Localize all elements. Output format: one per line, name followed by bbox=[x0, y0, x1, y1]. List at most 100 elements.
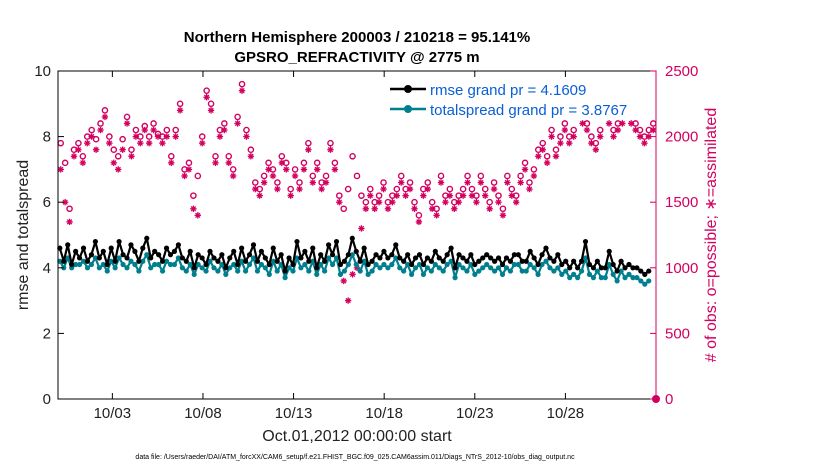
obs-possible-point bbox=[313, 159, 321, 167]
obs-assimilated-point bbox=[619, 120, 626, 127]
rmse-point bbox=[436, 255, 442, 261]
obs-assimilated-point bbox=[468, 192, 476, 199]
totalspread-point bbox=[602, 275, 608, 281]
rmse-point bbox=[302, 248, 308, 254]
obs-assimilated-point bbox=[557, 139, 564, 147]
totalspread-point bbox=[511, 261, 517, 268]
y-left-tick-label: 2 bbox=[43, 325, 51, 342]
totalspread-point bbox=[302, 261, 308, 268]
totalspread-point bbox=[274, 268, 280, 274]
obs-possible-point bbox=[530, 166, 538, 173]
totalspread-point bbox=[80, 258, 87, 264]
totalspread-point bbox=[167, 261, 174, 268]
rmse-point bbox=[250, 242, 257, 248]
y-right-tick-label: 2000 bbox=[665, 129, 698, 146]
totalspread-point bbox=[175, 255, 181, 261]
obs-assimilated-point bbox=[70, 153, 78, 160]
rmse-point bbox=[322, 258, 328, 264]
obs-assimilated-point bbox=[380, 185, 387, 193]
totalspread-point bbox=[369, 268, 375, 274]
totalspread-point bbox=[630, 275, 636, 281]
rmse-point bbox=[365, 261, 371, 268]
totalspread-point bbox=[575, 275, 581, 281]
rmse-point bbox=[156, 252, 162, 258]
rmse-point bbox=[476, 258, 482, 264]
x-axis: 10/03 10/08 10/13 10/18 10/23 10/28 bbox=[94, 71, 584, 422]
obs-assimilated-point bbox=[57, 166, 64, 173]
obs-possible-point bbox=[274, 179, 281, 186]
totalspread-point bbox=[179, 265, 185, 271]
obs-assimilated-point bbox=[530, 172, 538, 180]
obs-assimilated-point bbox=[229, 172, 237, 180]
rmse-point bbox=[480, 255, 486, 261]
rmse-point bbox=[187, 248, 193, 254]
rmse-point bbox=[278, 252, 284, 258]
obs-assimilated-point bbox=[269, 172, 277, 180]
rmse-point bbox=[124, 255, 130, 261]
rmse-point bbox=[456, 252, 462, 258]
rmse-point bbox=[642, 271, 648, 277]
totalspread-point bbox=[484, 261, 490, 268]
rmse-point bbox=[191, 265, 197, 271]
totalspread-point bbox=[642, 281, 648, 287]
obs-possible-point bbox=[123, 113, 131, 121]
rmse-point bbox=[333, 238, 340, 245]
rmse-point bbox=[349, 235, 355, 241]
rmse-point bbox=[460, 255, 466, 261]
y-left-tick-label: 10 bbox=[34, 63, 51, 80]
rmse-point bbox=[286, 255, 292, 261]
rmse-point bbox=[523, 258, 529, 264]
obs-possible-point bbox=[428, 198, 436, 206]
obs-assimilated-point bbox=[406, 185, 414, 193]
obs-possible-point bbox=[221, 120, 228, 127]
totalspread-point bbox=[638, 278, 644, 284]
x-tick-label: 10/18 bbox=[365, 405, 403, 422]
rmse-point bbox=[563, 258, 569, 264]
obs-possible-point bbox=[128, 146, 135, 154]
legend-spread-label: totalspread grand pr = 3.8767 bbox=[430, 102, 627, 119]
obs-possible-point bbox=[57, 139, 65, 147]
y-right-tick-label: 2500 bbox=[665, 63, 698, 80]
obs-possible-point bbox=[172, 126, 179, 134]
obs-possible-point bbox=[163, 126, 171, 134]
rmse-point bbox=[235, 261, 241, 268]
rmse-point bbox=[76, 255, 83, 261]
obs-assimilated-point bbox=[495, 199, 502, 206]
obs-possible-point bbox=[322, 172, 330, 180]
rmse-point bbox=[65, 242, 71, 248]
obs-assimilated-point bbox=[539, 146, 546, 153]
obs-assimilated-point bbox=[641, 139, 648, 147]
obs-possible-point bbox=[278, 152, 286, 160]
legend-spread-marker bbox=[404, 105, 412, 113]
obs-possible-point bbox=[225, 152, 233, 160]
totalspread-point bbox=[199, 265, 205, 271]
obs-possible-point bbox=[499, 205, 507, 213]
obs-possible-point bbox=[207, 100, 215, 108]
obs-possible-point bbox=[167, 152, 175, 160]
rmse-point bbox=[163, 245, 170, 251]
totalspread-point bbox=[306, 268, 312, 274]
totalspread-point bbox=[401, 268, 407, 274]
totalspread-point bbox=[349, 252, 355, 258]
rmse-point bbox=[223, 265, 229, 271]
obs-assimilated-point bbox=[512, 199, 520, 206]
totalspread-point bbox=[211, 265, 217, 271]
obs-assimilated-point bbox=[451, 205, 458, 212]
rmse-point bbox=[175, 242, 181, 248]
totalspread-point bbox=[183, 268, 189, 274]
obs-assimilated-point bbox=[340, 277, 347, 285]
rmse-point bbox=[543, 245, 549, 251]
obs-assimilated-point bbox=[176, 107, 184, 114]
obs-possible-point bbox=[119, 135, 126, 143]
totalspread-point bbox=[108, 258, 114, 264]
totalspread-point bbox=[559, 271, 565, 277]
totalspread-point bbox=[503, 265, 510, 271]
obs-possible-point bbox=[101, 107, 109, 114]
y-left-tick-label: 4 bbox=[43, 260, 51, 277]
obs-assimilated-point bbox=[203, 94, 210, 101]
obs-assimilated-point bbox=[482, 192, 489, 199]
rmse-point bbox=[219, 252, 225, 258]
obs-possible-point bbox=[296, 179, 303, 186]
rmse-point bbox=[464, 258, 470, 264]
y-axis-right-label: # of obs: o=possible; ∗=assimilated bbox=[703, 108, 720, 362]
